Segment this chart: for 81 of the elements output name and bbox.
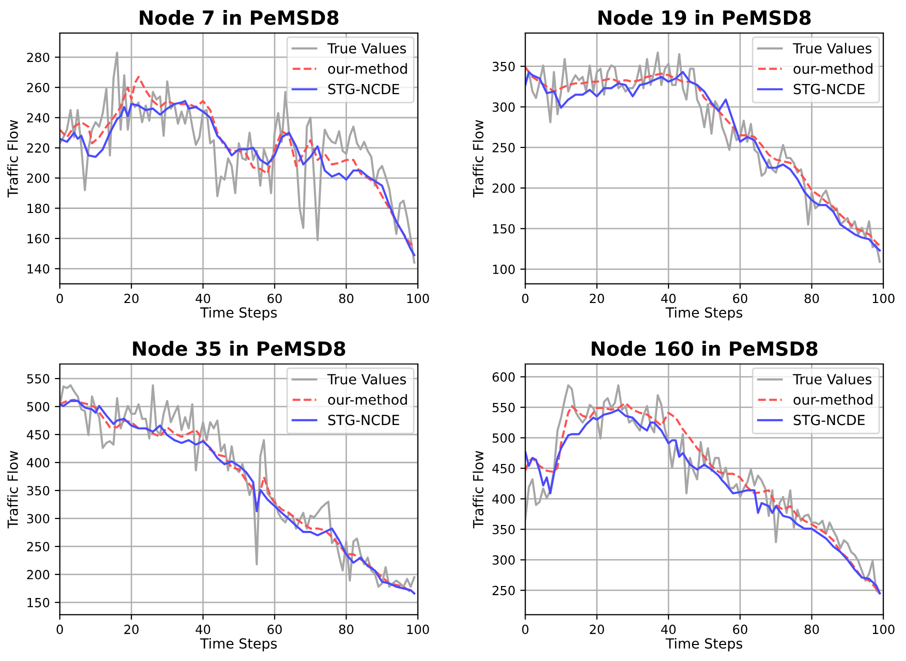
x-tick-label: 20 — [590, 624, 604, 634]
x-tick-label: 100 — [407, 624, 429, 634]
legend-label: STG-NCDE — [328, 414, 400, 426]
y-tick-label: 450 — [26, 430, 50, 440]
legend-label: True Values — [327, 374, 406, 384]
x-tick-label: 40 — [661, 624, 676, 634]
x-tick-label: 20 — [124, 624, 139, 634]
y-tick-label: 150 — [28, 598, 50, 608]
y-tick-label: 220 — [27, 143, 50, 153]
y-tick-label: 300 — [27, 514, 50, 524]
x-axis-title: Time Steps — [666, 306, 742, 320]
line-series — [60, 76, 416, 246]
y-tick-label: 140 — [28, 264, 50, 274]
x-tick-label: 40 — [196, 624, 210, 634]
x-tick-label: 40 — [196, 294, 210, 304]
x-tick-label: 80 — [339, 294, 354, 304]
legend-label: STG-NCDE — [328, 84, 400, 94]
y-tick-label: 550 — [492, 402, 515, 412]
legend-label: True Values — [792, 42, 872, 54]
y-tick-label: 200 — [27, 174, 50, 183]
x-tick-label: 80 — [804, 624, 819, 634]
x-tick-label: 0 — [522, 294, 528, 304]
x-tick-label: 20 — [124, 294, 139, 304]
x-axis-title: Time Steps — [200, 306, 277, 320]
y-tick-label: 600 — [492, 372, 515, 382]
legend-label: our-method — [794, 394, 872, 405]
y-tick-label: 250 — [27, 542, 50, 552]
y-tick-label: 260 — [27, 82, 50, 92]
x-tick-label: 60 — [268, 624, 282, 634]
y-axis-title: Traffic Flow — [7, 450, 18, 528]
y-tick-label: 400 — [492, 494, 515, 504]
legend-label: STG-NCDE — [794, 84, 865, 94]
y-tick-label: 100 — [493, 264, 515, 274]
line-series — [60, 100, 416, 256]
x-tick-label: 60 — [268, 294, 282, 304]
y-tick-label: 550 — [27, 374, 50, 384]
y-axis-title: Traffic Flow — [472, 120, 484, 198]
x-tick-label: 60 — [733, 294, 748, 304]
y-axis-title: Traffic Flow — [472, 450, 484, 528]
x-tick-label: 80 — [804, 294, 819, 304]
y-tick-label: 160 — [28, 234, 50, 244]
x-axis-title: Time Steps — [666, 638, 742, 652]
x-tick-label: 0 — [522, 624, 528, 634]
legend-label: True Values — [792, 374, 872, 384]
y-tick-label: 300 — [492, 555, 515, 565]
y-tick-label: 500 — [492, 433, 515, 443]
y-axis-title: Traffic Flow — [7, 120, 18, 198]
y-tick-label: 250 — [492, 586, 515, 596]
y-tick-label: 350 — [27, 486, 50, 496]
x-tick-label: 0 — [56, 294, 63, 304]
y-tick-label: 200 — [492, 184, 515, 193]
x-tick-label: 0 — [56, 624, 63, 634]
chart-title: Node 35 in PeMSD8 — [133, 340, 346, 356]
y-tick-label: 150 — [493, 224, 515, 234]
y-tick-label: 350 — [492, 62, 515, 72]
y-tick-label: 240 — [27, 113, 50, 123]
chart-title: Node 19 in PeMSD8 — [598, 10, 811, 25]
x-axis-title: Time Steps — [200, 638, 277, 652]
y-tick-label: 400 — [26, 458, 50, 468]
x-tick-label: 100 — [407, 294, 429, 304]
legend-label: our-method — [794, 63, 872, 74]
y-tick-label: 180 — [28, 204, 50, 214]
y-tick-label: 450 — [492, 464, 515, 474]
y-tick-label: 280 — [27, 52, 50, 62]
chart-title: Node 160 in PeMSD8 — [592, 340, 818, 356]
y-tick-label: 500 — [27, 402, 50, 412]
legend-label: True Values — [327, 42, 406, 54]
x-tick-label: 80 — [339, 624, 354, 634]
x-tick-label: 100 — [872, 624, 894, 634]
y-tick-label: 200 — [27, 570, 50, 580]
y-tick-label: 250 — [492, 142, 515, 152]
y-tick-label: 350 — [492, 524, 515, 534]
y-tick-label: 300 — [492, 102, 515, 112]
legend-label: our-method — [328, 394, 407, 405]
x-tick-label: 100 — [872, 294, 894, 304]
legend-label: STG-NCDE — [794, 414, 865, 426]
legend-label: our-method — [328, 63, 407, 74]
x-tick-label: 60 — [733, 624, 748, 634]
x-tick-label: 20 — [590, 294, 604, 304]
x-tick-label: 40 — [661, 294, 676, 304]
chart-title: Node 7 in PeMSD8 — [140, 10, 338, 25]
